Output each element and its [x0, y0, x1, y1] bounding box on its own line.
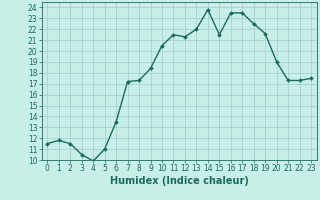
X-axis label: Humidex (Indice chaleur): Humidex (Indice chaleur)	[110, 176, 249, 186]
